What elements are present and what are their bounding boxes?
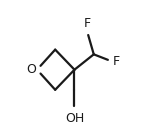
Text: O: O — [27, 63, 36, 76]
Text: F: F — [83, 17, 90, 30]
Text: F: F — [113, 55, 120, 68]
Text: OH: OH — [65, 112, 84, 125]
